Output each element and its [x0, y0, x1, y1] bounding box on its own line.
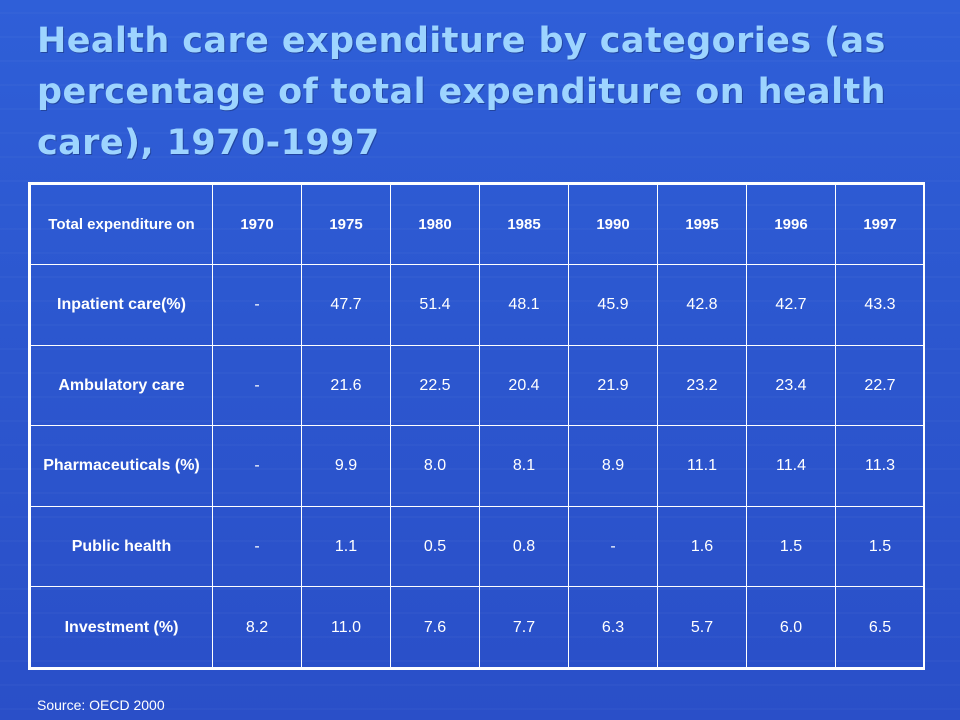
row-label: Inpatient care(%) — [30, 264, 213, 346]
header-label: Total expenditure on — [30, 184, 213, 265]
table-cell: 20.4 — [479, 344, 569, 427]
table-cell: 5.7 — [657, 586, 747, 668]
expenditure-table-container: Total expenditure on 1970 1975 1980 1985… — [28, 182, 925, 670]
table-cell: 45.9 — [568, 264, 658, 346]
row-label: Public health — [30, 505, 213, 588]
header-year: 1995 — [657, 184, 747, 265]
table-cell: 8.0 — [390, 425, 480, 507]
row-label: Pharmaceuticals (%) — [30, 425, 213, 507]
table-cell: 1.6 — [657, 505, 747, 588]
table-cell: 11.4 — [746, 425, 836, 507]
header-year: 1980 — [390, 184, 480, 265]
table-cell: 8.2 — [212, 586, 302, 668]
table-cell: 11.0 — [301, 586, 391, 668]
table-cell: 8.1 — [479, 425, 569, 507]
table-row: Inpatient care(%) - 47.7 51.4 48.1 45.9 … — [30, 264, 925, 346]
page-title: Health care expenditure by categories (a… — [37, 21, 886, 163]
table-cell: 23.4 — [746, 344, 836, 427]
table-cell: 7.6 — [390, 586, 480, 668]
table-header: Total expenditure on 1970 1975 1980 1985… — [30, 184, 925, 265]
table-cell: 22.5 — [390, 344, 480, 427]
table-cell: - — [212, 505, 302, 588]
table-cell: - — [212, 425, 302, 507]
expenditure-table: Total expenditure on 1970 1975 1980 1985… — [30, 184, 925, 668]
table-cell: 1.1 — [301, 505, 391, 588]
table-cell: 21.6 — [301, 344, 391, 427]
header-row: Total expenditure on 1970 1975 1980 1985… — [30, 184, 925, 265]
header-year: 1985 — [479, 184, 569, 265]
table-row: Pharmaceuticals (%) - 9.9 8.0 8.1 8.9 11… — [30, 425, 925, 507]
header-year: 1970 — [212, 184, 302, 265]
table-cell: 23.2 — [657, 344, 747, 427]
table-cell: 1.5 — [746, 505, 836, 588]
table-cell: - — [568, 505, 658, 588]
table-row: Public health - 1.1 0.5 0.8 - 1.6 1.5 1.… — [30, 505, 925, 588]
table-row: Ambulatory care - 21.6 22.5 20.4 21.9 23… — [30, 344, 925, 427]
table-cell: 0.8 — [479, 505, 569, 588]
table-cell: 6.5 — [835, 586, 925, 668]
table-cell: 47.7 — [301, 264, 391, 346]
table-cell: 1.5 — [835, 505, 925, 588]
header-year: 1990 — [568, 184, 658, 265]
table-cell: 21.9 — [568, 344, 658, 427]
table-cell: 7.7 — [479, 586, 569, 668]
table-cell: - — [212, 264, 302, 346]
source-note: Source: OECD 2000 — [37, 697, 165, 713]
row-label: Ambulatory care — [30, 344, 213, 427]
table-cell: 8.9 — [568, 425, 658, 507]
table-cell: 9.9 — [301, 425, 391, 507]
table-cell: - — [212, 344, 302, 427]
table-cell: 22.7 — [835, 344, 925, 427]
header-year: 1975 — [301, 184, 391, 265]
row-label: Investment (%) — [30, 586, 213, 668]
table-body: Inpatient care(%) - 47.7 51.4 48.1 45.9 … — [30, 264, 925, 668]
header-year: 1997 — [835, 184, 925, 265]
table-cell: 6.3 — [568, 586, 658, 668]
table-cell: 42.7 — [746, 264, 836, 346]
table-cell: 11.1 — [657, 425, 747, 507]
table-cell: 0.5 — [390, 505, 480, 588]
table-cell: 48.1 — [479, 264, 569, 346]
table-row: Investment (%) 8.2 11.0 7.6 7.7 6.3 5.7 … — [30, 586, 925, 668]
table-cell: 42.8 — [657, 264, 747, 346]
header-year: 1996 — [746, 184, 836, 265]
table-cell: 43.3 — [835, 264, 925, 346]
table-cell: 6.0 — [746, 586, 836, 668]
table-cell: 51.4 — [390, 264, 480, 346]
table-cell: 11.3 — [835, 425, 925, 507]
